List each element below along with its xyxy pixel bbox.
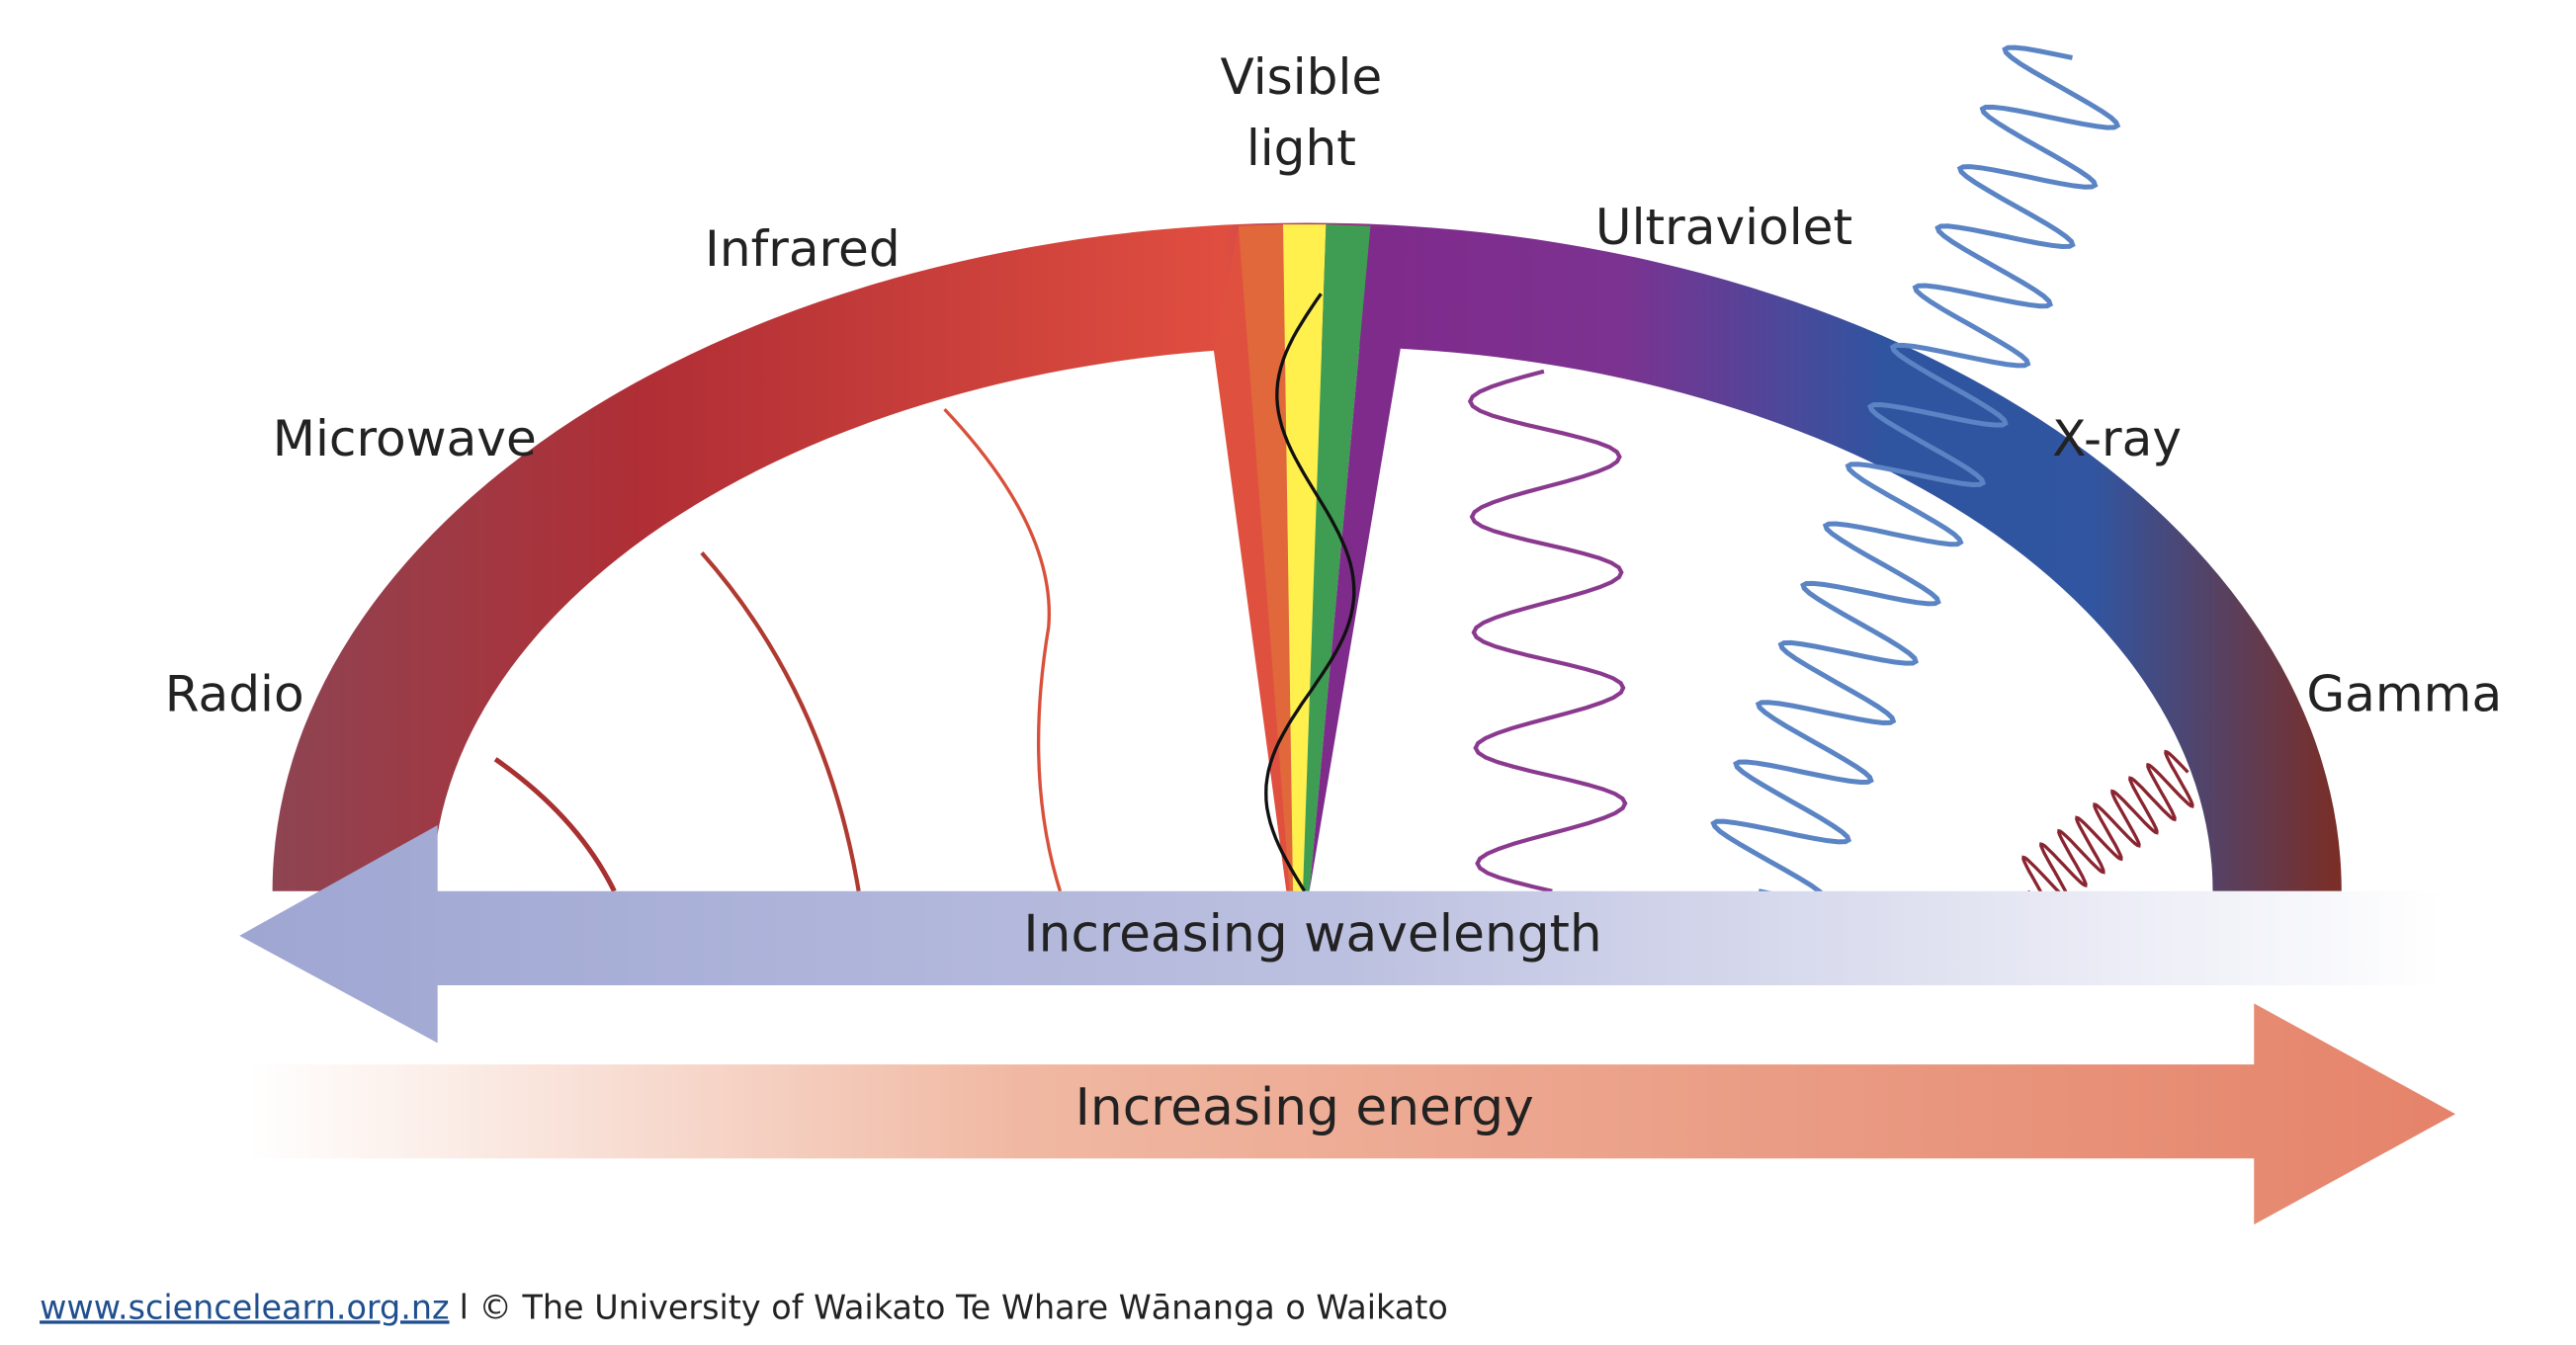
visible-label-line2: light [1246, 119, 1356, 177]
gamma-label: Gamma [2306, 665, 2502, 723]
wavelength-arrow [239, 824, 2445, 1044]
footer-credit: l © The University of Waikato Te Whare W… [460, 1288, 1448, 1326]
xray-label: X-ray [2052, 409, 2182, 467]
violet-wedge [1309, 225, 1408, 891]
footer-link[interactable]: www.sciencelearn.org.nz [40, 1288, 449, 1326]
infrared-label: Infrared [705, 219, 901, 278]
visible-wave [1264, 293, 1356, 892]
microwave-wave [700, 551, 861, 892]
visible-label-line1: Visible [1221, 47, 1383, 106]
gamma-wave [2021, 749, 2194, 914]
energy-arrow [247, 1003, 2456, 1225]
wavelength-label: Increasing wavelength [1023, 905, 1601, 965]
radio-wave [493, 757, 617, 892]
xray-wave [1710, 44, 2121, 904]
radio-label: Radio [165, 665, 304, 723]
energy-label: Increasing energy [1075, 1078, 1534, 1137]
ultraviolet-label: Ultraviolet [1595, 198, 1852, 256]
green-stripe [1303, 224, 1371, 891]
spectrum-band [272, 222, 2342, 891]
yellow-stripe [1282, 224, 1327, 891]
infrared-wave [943, 407, 1063, 892]
waves [1264, 44, 2194, 914]
footer: www.sciencelearn.org.nz l © The Universit… [40, 1288, 1448, 1326]
microwave-label: Microwave [273, 409, 537, 467]
orange-stripe [1238, 224, 1294, 891]
ultraviolet-wave [1467, 369, 1628, 893]
